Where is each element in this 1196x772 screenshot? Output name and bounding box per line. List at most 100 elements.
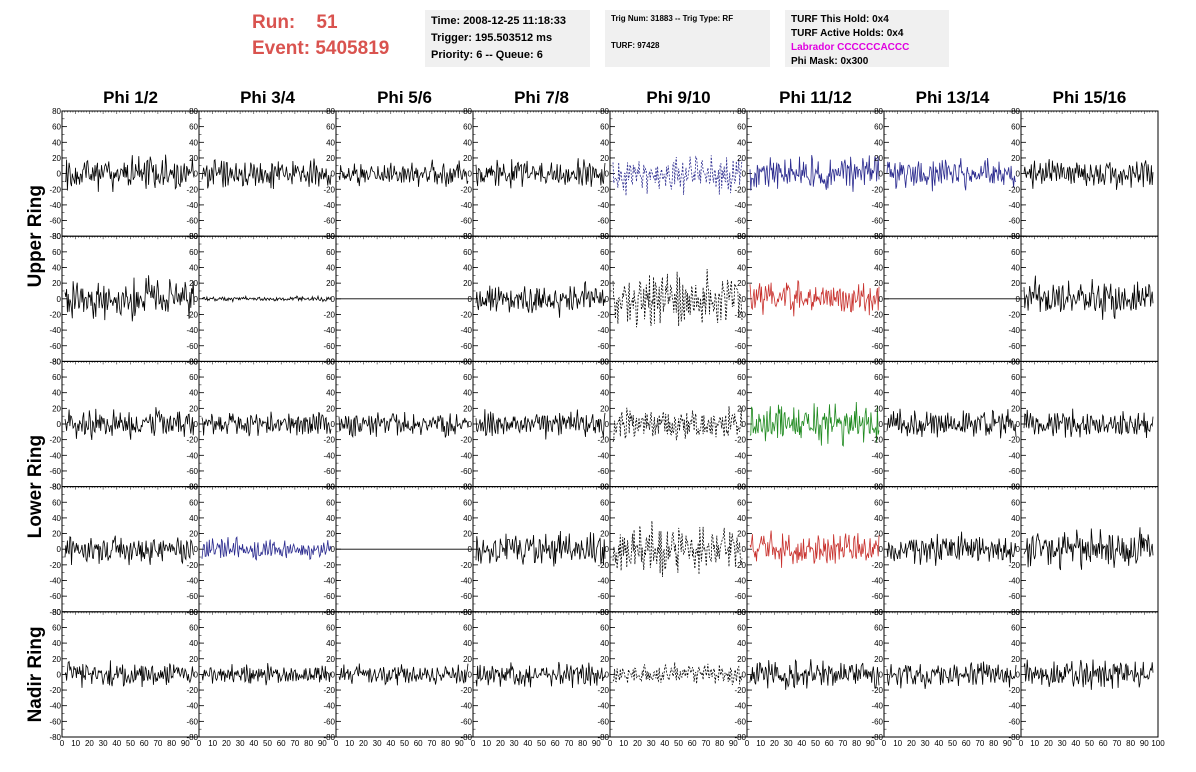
time-text: Time: 2008-12-25 11:18:33 bbox=[431, 15, 566, 27]
waveform-trace bbox=[749, 659, 880, 690]
y-tick-label: -20 bbox=[186, 686, 198, 695]
y-tick-label: 0 bbox=[605, 295, 610, 304]
y-tick-label: 0 bbox=[879, 670, 884, 679]
y-tick-label: -80 bbox=[186, 733, 198, 742]
y-tick-label: -20 bbox=[871, 310, 883, 319]
y-tick-label: -40 bbox=[734, 577, 746, 586]
y-tick-label: -60 bbox=[460, 467, 472, 476]
x-tick-label: 40 bbox=[386, 739, 395, 748]
y-tick-label: 60 bbox=[737, 123, 746, 132]
y-tick-label: 40 bbox=[189, 138, 198, 147]
y-tick-label: -60 bbox=[597, 467, 609, 476]
y-tick-label: 80 bbox=[463, 608, 472, 617]
y-tick-label: -40 bbox=[1008, 577, 1020, 586]
y-tick-label: -40 bbox=[597, 201, 609, 210]
column-header: Phi 15/16 bbox=[1053, 88, 1127, 107]
y-tick-label: -80 bbox=[871, 733, 883, 742]
y-tick-label: 80 bbox=[600, 107, 609, 116]
run-row: Run: 51 bbox=[252, 10, 389, 36]
y-tick-label: 0 bbox=[1016, 670, 1021, 679]
y-tick-label: 40 bbox=[326, 514, 335, 523]
x-tick-label: 30 bbox=[510, 739, 519, 748]
x-tick-label: 10 bbox=[756, 739, 765, 748]
y-tick-label: -60 bbox=[186, 217, 198, 226]
y-tick-label: 0 bbox=[1016, 545, 1021, 554]
x-tick-label: 50 bbox=[126, 739, 135, 748]
y-tick-label: 40 bbox=[737, 514, 746, 523]
y-tick-label: 60 bbox=[874, 623, 883, 632]
x-tick-label: 10 bbox=[482, 739, 491, 748]
run-event-block: Run: 51 Event: 5405819 bbox=[252, 10, 389, 62]
y-tick-label: -40 bbox=[323, 451, 335, 460]
y-tick-label: 40 bbox=[326, 264, 335, 273]
y-tick-label: 40 bbox=[189, 514, 198, 523]
y-tick-label: -40 bbox=[871, 451, 883, 460]
y-tick-label: -40 bbox=[1008, 702, 1020, 711]
x-tick-label: 80 bbox=[715, 739, 724, 748]
waveform-trace bbox=[64, 535, 195, 566]
y-tick-label: -60 bbox=[871, 592, 883, 601]
x-tick-label: 0 bbox=[334, 739, 339, 748]
y-tick-label: -60 bbox=[460, 592, 472, 601]
y-tick-label: -20 bbox=[871, 561, 883, 570]
y-tick-label: 40 bbox=[1011, 138, 1020, 147]
y-tick-label: 80 bbox=[326, 107, 335, 116]
y-tick-label: -80 bbox=[323, 733, 335, 742]
y-tick-label: 80 bbox=[874, 483, 883, 492]
y-tick-label: 0 bbox=[879, 420, 884, 429]
y-tick-label: 80 bbox=[600, 483, 609, 492]
y-tick-label: -40 bbox=[734, 201, 746, 210]
y-tick-label: -40 bbox=[460, 702, 472, 711]
x-tick-label: 70 bbox=[153, 739, 162, 748]
y-tick-label: 20 bbox=[326, 655, 335, 664]
y-tick-label: 0 bbox=[194, 295, 199, 304]
y-tick-label: -80 bbox=[460, 733, 472, 742]
y-tick-label: -60 bbox=[871, 717, 883, 726]
y-tick-label: -40 bbox=[186, 702, 198, 711]
y-tick-label: 0 bbox=[879, 545, 884, 554]
y-tick-label: 20 bbox=[874, 655, 883, 664]
y-tick-label: -60 bbox=[871, 342, 883, 351]
y-tick-label: 60 bbox=[326, 623, 335, 632]
y-tick-label: -60 bbox=[186, 467, 198, 476]
event-value: 5405819 bbox=[315, 38, 390, 59]
x-tick-label: 100 bbox=[1151, 739, 1165, 748]
y-tick-label: 60 bbox=[326, 248, 335, 257]
y-tick-label: -60 bbox=[734, 467, 746, 476]
x-tick-label: 90 bbox=[1003, 739, 1012, 748]
y-tick-label: -60 bbox=[1008, 342, 1020, 351]
y-tick-label: 20 bbox=[52, 279, 61, 288]
waveform-trace bbox=[338, 663, 469, 686]
y-tick-label: -80 bbox=[734, 608, 746, 617]
y-tick-label: 0 bbox=[742, 295, 747, 304]
waveform-trace bbox=[475, 158, 606, 189]
y-tick-label: 20 bbox=[326, 279, 335, 288]
y-tick-label: -40 bbox=[49, 702, 61, 711]
y-tick-label: 40 bbox=[600, 389, 609, 398]
y-tick-label: -80 bbox=[597, 608, 609, 617]
y-tick-label: -40 bbox=[49, 451, 61, 460]
y-tick-label: -60 bbox=[49, 342, 61, 351]
y-tick-label: 60 bbox=[52, 623, 61, 632]
phi-mask-text: Phi Mask: 0x300 bbox=[791, 56, 869, 67]
y-tick-label: 60 bbox=[326, 373, 335, 382]
y-tick-label: 60 bbox=[1011, 123, 1020, 132]
y-tick-label: 80 bbox=[1011, 232, 1020, 241]
run-value: 51 bbox=[316, 12, 338, 33]
waveform-trace bbox=[749, 155, 880, 192]
y-tick-label: -60 bbox=[734, 342, 746, 351]
y-tick-label: 20 bbox=[600, 404, 609, 413]
y-tick-label: 0 bbox=[194, 170, 199, 179]
y-tick-label: 60 bbox=[52, 123, 61, 132]
y-tick-label: 60 bbox=[600, 123, 609, 132]
waveform-trace bbox=[475, 409, 606, 440]
y-tick-label: 80 bbox=[189, 107, 198, 116]
waveform-trace bbox=[749, 530, 880, 568]
x-tick-label: 90 bbox=[1140, 739, 1149, 748]
y-tick-label: 40 bbox=[1011, 639, 1020, 648]
y-tick-label: -60 bbox=[597, 342, 609, 351]
y-tick-label: 40 bbox=[463, 389, 472, 398]
waveform-trace bbox=[64, 660, 195, 688]
y-tick-label: 80 bbox=[737, 357, 746, 366]
y-tick-label: -60 bbox=[49, 592, 61, 601]
